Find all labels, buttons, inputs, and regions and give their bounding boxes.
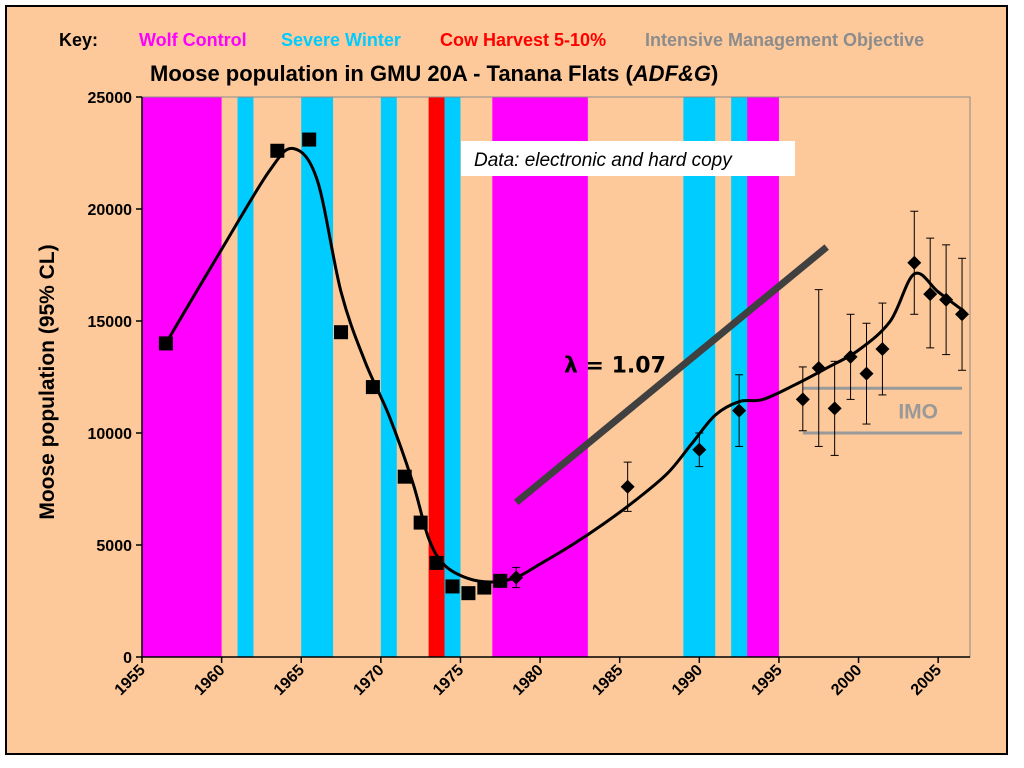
y-tick-label: 25000 [88, 90, 133, 107]
y-tick-label: 5000 [96, 538, 132, 555]
y-tick-label: 10000 [88, 426, 133, 443]
x-tick-label: 1955 [112, 662, 149, 699]
diamond-point [939, 292, 954, 307]
diamond-point [859, 366, 874, 381]
square-point [270, 143, 285, 158]
square-point [477, 580, 492, 595]
diamond-point [811, 361, 826, 376]
chart-frame: Key: Wolf Control Severe Winter Cow Harv… [5, 5, 1008, 755]
band-severe-winter [380, 97, 397, 657]
diamond-point [732, 403, 747, 418]
key-cow-harvest: Cow Harvest 5-10% [440, 30, 606, 50]
square-point [365, 380, 380, 395]
square-point [302, 132, 317, 147]
diamond-point [843, 349, 858, 364]
square-point [493, 573, 508, 588]
y-tick-label: 20000 [88, 202, 133, 219]
plot-area: IMO λ = 1.07 0 5000 10000 15000 20000 25000 1955… [88, 90, 971, 699]
diamond-point [795, 392, 810, 407]
y-tick-label: 15000 [88, 314, 133, 331]
diamond-point [692, 442, 707, 457]
band-severe-winter [237, 97, 254, 657]
band-cow-harvest [428, 97, 445, 657]
title-end: ) [711, 61, 718, 86]
diamond-point [907, 255, 922, 270]
diamond-point [923, 287, 938, 302]
annotation-text: Data: electronic and hard copy [474, 150, 733, 171]
square-point [445, 579, 460, 594]
annotation-box [461, 141, 795, 176]
annotation: Data: electronic and hard copy [461, 141, 795, 176]
x-tick-label: 1980 [510, 662, 547, 699]
x-tick-label: 2005 [908, 662, 945, 699]
band-severe-winter [301, 97, 334, 657]
band-wolf-control [142, 97, 222, 657]
band-severe-winter [444, 97, 461, 657]
key-label: Key: [59, 30, 98, 50]
imo-label: IMO [898, 400, 938, 423]
square-point [413, 515, 428, 530]
diamond-point [620, 479, 635, 494]
band-severe-winter [683, 97, 716, 657]
title-italic: ADF&G [632, 61, 711, 86]
legend-key: Key: Wolf Control Severe Winter Cow Harv… [59, 30, 924, 50]
diamond-point [955, 307, 970, 322]
chart-title: Moose population in GMU 20A - Tanana Fla… [150, 61, 718, 86]
square-point [461, 586, 476, 601]
key-wolf-control: Wolf Control [139, 30, 247, 50]
lambda-label: λ = 1.07 [564, 354, 666, 379]
trend-line [513, 244, 829, 506]
x-tick-label: 1960 [191, 662, 228, 699]
x-tick-label: 1985 [589, 662, 626, 699]
chart: Key: Wolf Control Severe Winter Cow Harv… [36, 30, 971, 699]
y-tick-label: 0 [123, 650, 132, 667]
diamond-point [875, 342, 890, 356]
square-point [158, 336, 173, 351]
x-tick-label: 2000 [828, 662, 865, 699]
x-tick-label: 1990 [669, 662, 706, 699]
key-severe-winter: Severe Winter [281, 30, 401, 50]
band-wolf-control [747, 97, 779, 657]
title-main: Moose population in GMU 20A - Tanana Fla… [150, 61, 633, 86]
x-tick-label: 1995 [749, 662, 786, 699]
key-intensive-management: Intensive Management Objective [645, 30, 924, 50]
diamond-point [827, 401, 842, 416]
x-tick-label: 1965 [271, 662, 308, 699]
diamond-point [509, 570, 524, 585]
square-point [429, 555, 444, 570]
y-axis-title: Moose population (95% CL) [36, 244, 59, 519]
square-point [397, 469, 412, 484]
fitted-curve [164, 146, 963, 584]
square-point [334, 325, 349, 340]
x-tick-label: 1975 [430, 662, 467, 699]
x-tick-label: 1970 [350, 662, 387, 699]
